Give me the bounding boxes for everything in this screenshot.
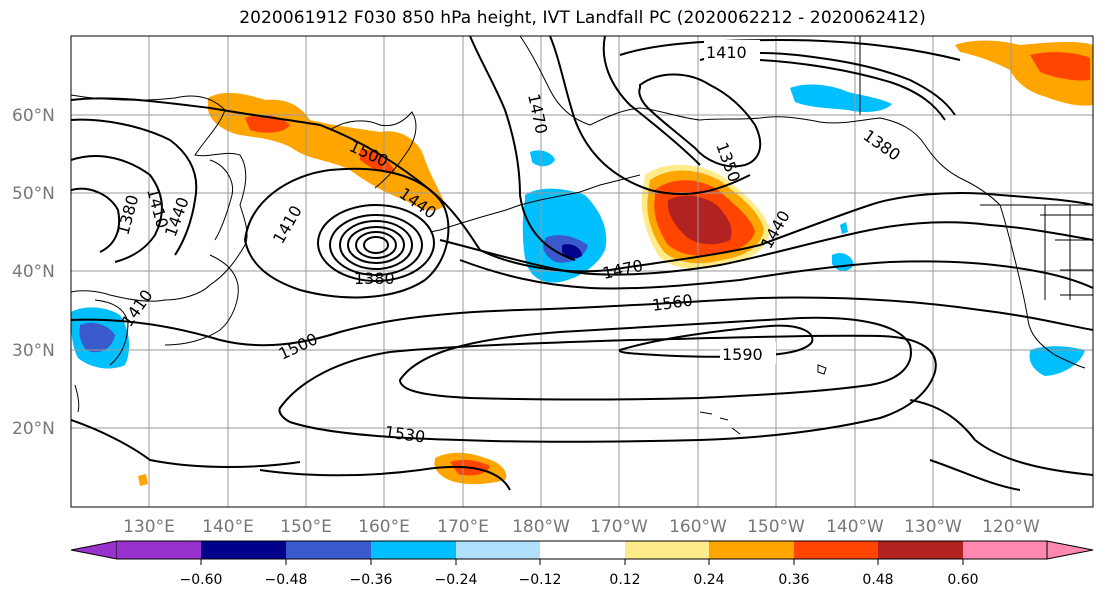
lon-label: 150°W [747,517,805,537]
colorbar-swatch [117,541,201,559]
map-title: 2020061912 F030 850 hPa height, IVT Land… [239,8,926,28]
map-frame [70,35,1094,508]
colorbar-tick: 0.48 [862,572,893,588]
colorbar-swatch [286,541,371,559]
colorbar-swatch [709,541,794,559]
lon-label: 140°W [826,517,884,537]
longitude-labels: 130°E 140°E 150°E 160°E 170°E 180°W 170°… [123,517,1040,537]
ivt-positive-shading [138,40,1093,486]
colorbar-tick: −0.24 [435,572,478,588]
lon-label: 130°E [123,517,175,537]
lon-label: 160°E [358,517,410,537]
colorbar-tick: −0.60 [180,572,223,588]
colorbar-tick: 0.60 [947,572,978,588]
ivt-negative-shading [71,84,1085,376]
lat-label: 50°N [12,184,55,204]
colorbar-extend-min [70,540,118,560]
lat-label: 40°N [12,262,55,282]
lon-label: 130°W [904,517,962,537]
lat-label: 30°N [12,341,55,361]
colorbar-swatch [794,541,878,559]
lat-label: 60°N [12,106,55,126]
colorbar-swatch [540,541,625,559]
colorbar-swatch [371,541,456,559]
height-contours [71,36,1093,491]
colorbar-tick: −0.12 [519,572,562,588]
colorbar-swatch [878,541,963,559]
lat-label: 20°N [12,419,55,439]
colorbar-tick: 0.12 [609,572,640,588]
colorbar-tick: 0.24 [693,572,724,588]
lon-label: 140°E [202,517,254,537]
lon-label: 180°W [512,517,570,537]
lon-label: 150°E [280,517,332,537]
lon-label: 170°E [437,517,489,537]
contour-label: 1590 [722,345,763,364]
colorbar-swatch [963,541,1047,559]
colorbar-tick: 0.36 [778,572,809,588]
lon-label: 160°W [669,517,727,537]
colorbar-swatch [625,541,709,559]
colorbar-extend-max [1046,540,1094,560]
lon-label: 120°W [982,517,1040,537]
colorbar: −0.60 −0.48 −0.36 −0.24 −0.12 0.12 0.24 … [70,540,1094,588]
contour-label: 1410 [706,43,747,62]
colorbar-tick: −0.48 [265,572,308,588]
colorbar-tick: −0.36 [350,572,393,588]
latitude-labels: 60°N 50°N 40°N 30°N 20°N [12,106,55,439]
lon-label: 170°W [590,517,648,537]
colorbar-swatch [201,541,286,559]
colorbar-swatch [456,541,540,559]
contour-label: 1380 [354,269,395,288]
